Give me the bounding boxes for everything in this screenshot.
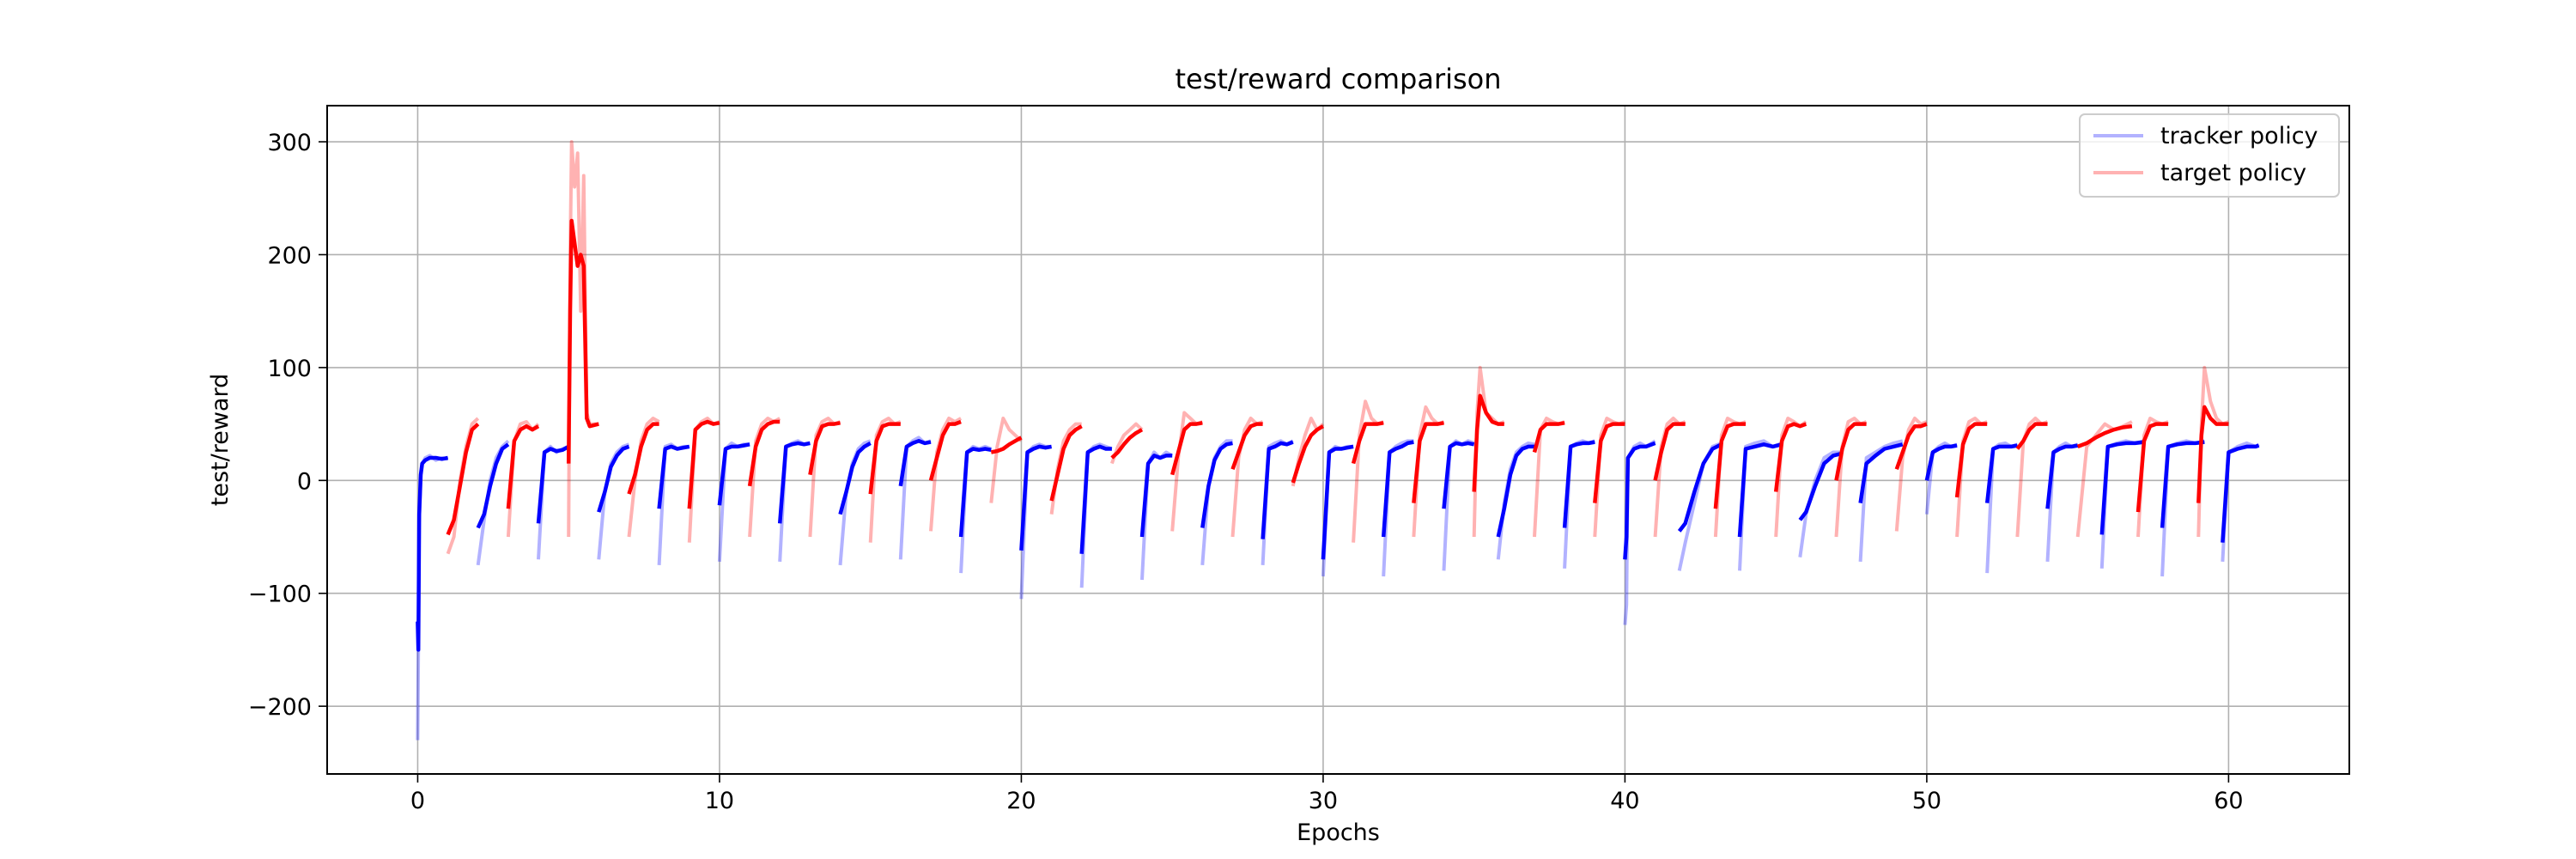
y-tick-label: −200 [248, 694, 312, 721]
x-tick-label: 30 [1309, 788, 1338, 814]
smoothed-line-target [1773, 422, 1807, 492]
smoothed-line-tracker [1677, 442, 1722, 533]
smoothed-line-tracker [476, 442, 510, 529]
smoothed-line-tracker [1562, 440, 1595, 528]
legend-label-target: target policy [2160, 160, 2306, 186]
legend-box [2079, 113, 2340, 198]
smoothed-line-target [1834, 422, 1867, 481]
smoothed-line-target [506, 423, 540, 509]
raw-line-target [1110, 422, 1144, 465]
smoothed-line-target [990, 436, 1023, 454]
smoothed-line-target [868, 422, 901, 495]
legend-label-tracker: tracker policy [2160, 123, 2318, 149]
y-axis-label: test/reward [207, 374, 234, 506]
smoothed-line-target [687, 419, 720, 509]
smoothed-line-target [1291, 424, 1325, 484]
y-tick-label: 300 [267, 130, 312, 156]
smoothed-line-target [566, 218, 599, 464]
smoothed-line-tracker [1496, 444, 1534, 538]
axis-ticks: 0 10 20 30 40 50 60 −200 −100 0 100 200 300 [248, 130, 2244, 814]
x-tick-label: 50 [1912, 788, 1941, 814]
raw-line-target [989, 417, 1023, 503]
smoothed-line-tracker [1924, 443, 1958, 481]
smoothed-line-tracker [1798, 451, 1844, 521]
smoothed-line-tracker [2221, 443, 2260, 543]
smoothed-line-tracker [2160, 440, 2205, 528]
chart-title: test/reward comparison [1175, 63, 1501, 95]
smoothed-line-tracker [1019, 444, 1053, 551]
smoothed-line-target [1713, 422, 1746, 509]
smoothed-line-target [1170, 421, 1203, 476]
smoothed-line-tracker [958, 447, 992, 538]
series-target [446, 140, 2230, 555]
smoothed-line-target [2136, 422, 2169, 513]
smoothed-line-tracker [1984, 443, 2018, 503]
smoothed-line-tracker [2099, 440, 2145, 535]
smoothed-line-tracker [717, 442, 750, 506]
grid-lines [327, 106, 2349, 774]
smoothed-line-target [1412, 421, 1444, 503]
series-layer [416, 140, 2260, 740]
smoothed-line-target [1351, 421, 1384, 465]
smoothed-line-tracker [1858, 442, 1904, 503]
smoothed-line-target [808, 421, 841, 476]
smoothed-line-target [747, 419, 781, 487]
smoothed-line-target [1230, 422, 1263, 470]
y-tick-label: 100 [267, 356, 312, 382]
smoothed-line-tracker [1079, 444, 1112, 554]
smoothed-line-target [1532, 421, 1565, 454]
smoothed-line-target [1049, 424, 1083, 502]
smoothed-line-target [2015, 422, 2048, 450]
plot-frame [326, 105, 2350, 775]
smoothed-line-tracker [1139, 454, 1173, 538]
smoothed-line-tracker [1442, 441, 1475, 509]
series-tracker [416, 436, 2260, 740]
y-tick-label: 200 [267, 242, 312, 269]
smoothed-line-tracker [1737, 442, 1783, 538]
smoothed-line-tracker [898, 439, 932, 487]
smoothed-line-tracker [2045, 443, 2079, 509]
smoothed-line-tracker [536, 444, 570, 524]
smoothed-line-tracker [1623, 441, 1656, 560]
raw-line-tracker [1798, 450, 1843, 557]
x-tick-label: 0 [410, 788, 425, 814]
raw-line-target [1894, 417, 1928, 532]
x-tick-label: 40 [1610, 788, 1639, 814]
smoothed-line-tracker [657, 444, 690, 509]
smoothed-line-target [1472, 393, 1504, 492]
smoothed-line-target [928, 419, 962, 481]
smoothed-line-tracker [1200, 441, 1233, 528]
smoothed-line-tracker [597, 444, 630, 513]
smoothed-line-tracker [416, 455, 449, 652]
smoothed-line-target [1954, 422, 1988, 498]
smoothed-line-tracker [1321, 444, 1354, 560]
smoothed-line-target [2076, 423, 2133, 449]
smoothed-line-tracker [777, 441, 811, 524]
y-tick-label: 0 [297, 468, 312, 495]
x-tick-label: 20 [1006, 788, 1036, 814]
y-tick-label: −100 [248, 582, 312, 608]
smoothed-line-target [1894, 422, 1928, 470]
x-tick-label: 60 [2214, 788, 2243, 814]
smoothed-line-target [627, 422, 659, 495]
smoothed-line-tracker [838, 441, 872, 515]
smoothed-line-target [1653, 422, 1686, 481]
smoothed-line-target [2196, 405, 2229, 503]
smoothed-line-target [1593, 422, 1625, 503]
smoothed-line-target [1110, 428, 1144, 460]
x-axis-label: Epochs [1297, 819, 1380, 846]
smoothed-line-target [446, 422, 480, 536]
legend: tracker policy target policy [2079, 113, 2340, 198]
smoothed-line-tracker [1381, 440, 1414, 538]
x-tick-label: 10 [705, 788, 734, 814]
smoothed-line-tracker [1261, 440, 1294, 539]
